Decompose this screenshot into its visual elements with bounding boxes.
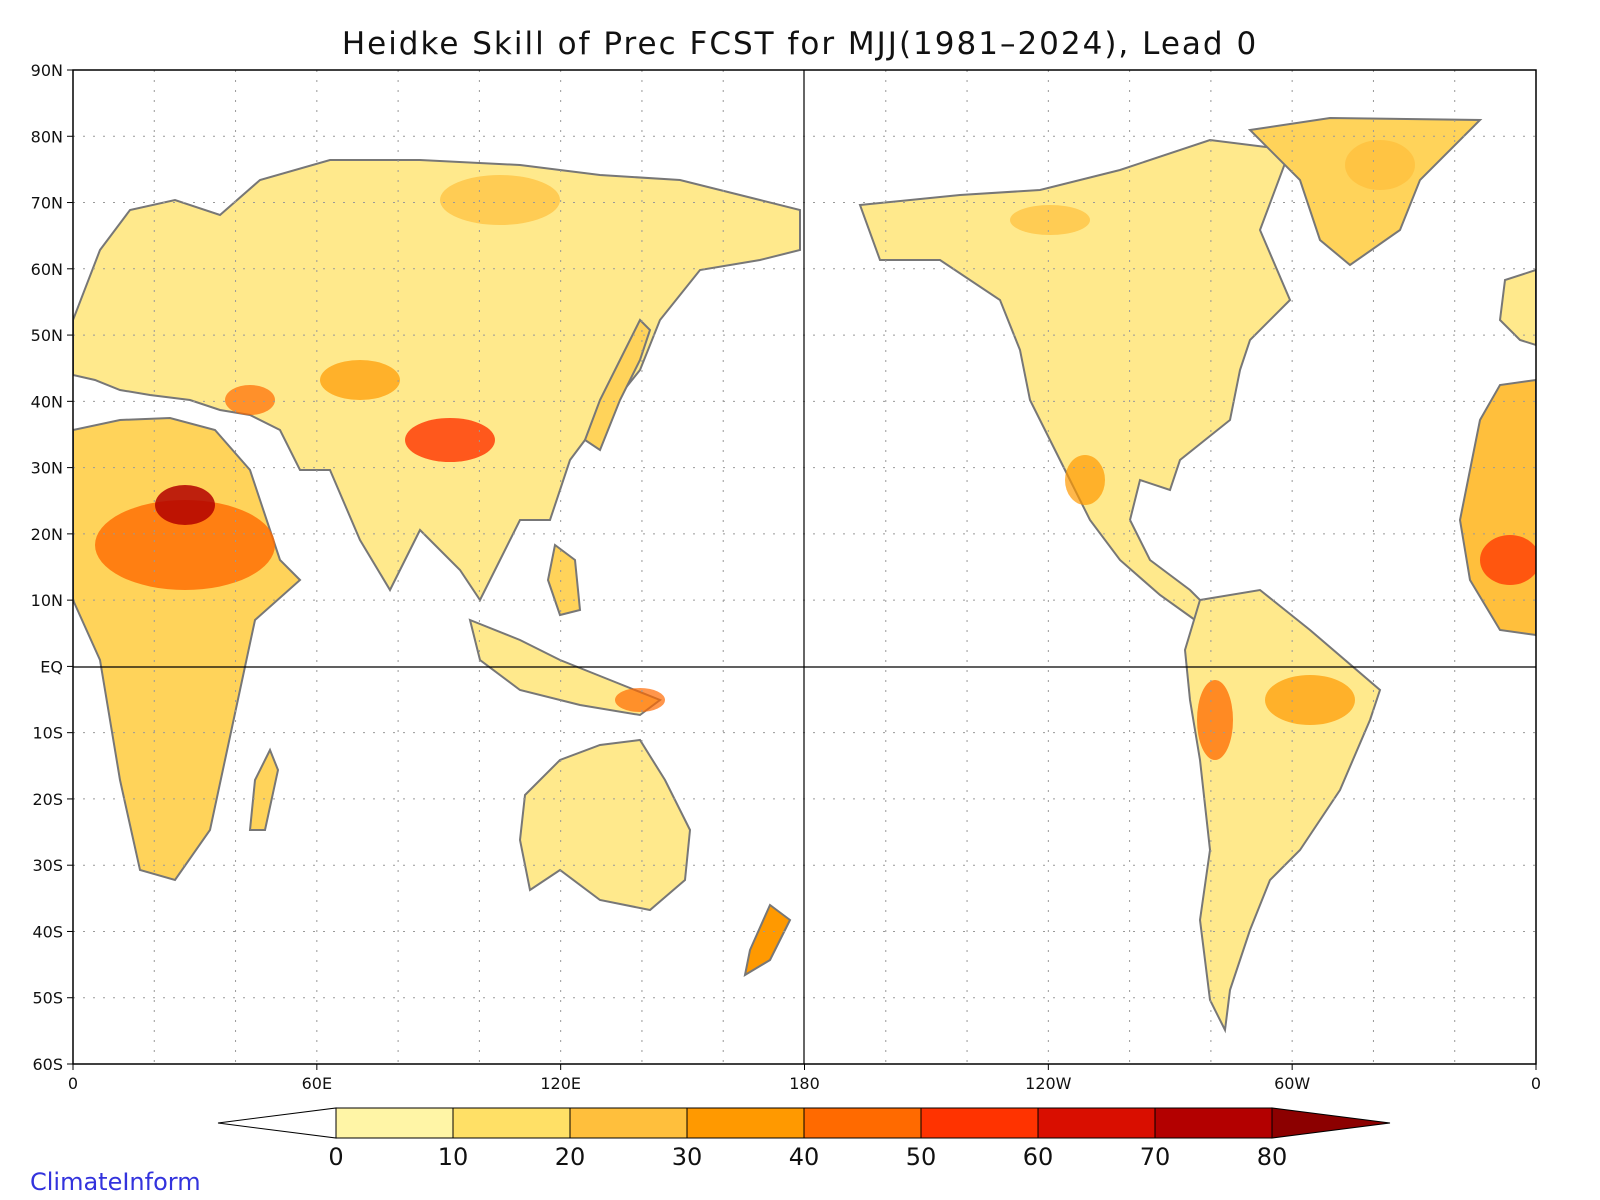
lat-tick-label: 60S xyxy=(32,1055,63,1074)
hotspot-andes xyxy=(1197,680,1233,760)
lat-tick-label: 40S xyxy=(32,922,63,941)
colorbar-label: 40 xyxy=(789,1143,820,1171)
hotspot-greenland xyxy=(1345,140,1415,190)
lat-tick-label: 50S xyxy=(32,989,63,1008)
colorbar-segment xyxy=(920,1107,1039,1139)
landmass-eurasia xyxy=(73,159,801,602)
lat-tick-label: 30S xyxy=(32,856,63,875)
landmass-australia xyxy=(518,738,692,912)
longitude-labels: 0 60E 120E 180 120W 60W 0 xyxy=(68,1064,1541,1093)
hotspot-central-asia xyxy=(320,360,400,400)
lat-tick-label: 70N xyxy=(31,194,63,213)
lat-tick-label: 80N xyxy=(31,127,63,146)
hotspot-canada xyxy=(1010,205,1090,235)
colorbar: 0 10 20 30 40 50 60 70 80 xyxy=(217,1107,1391,1171)
hotspot-amazon xyxy=(1265,675,1355,725)
colorbar-segment xyxy=(452,1107,571,1139)
landmass-uk-east-edge xyxy=(1498,268,1536,347)
lat-tick-label: 90N xyxy=(31,61,63,80)
colorbar-segment xyxy=(803,1107,922,1139)
latitude-labels: 90N 80N 70N 60N 50N 40N 30N 20N 10N EQ 10S 20S 30S 40… xyxy=(31,61,73,1074)
colorbar-label: 10 xyxy=(438,1143,469,1171)
lat-tick-label: 10S xyxy=(32,724,63,743)
colorbar-label: 20 xyxy=(555,1143,586,1171)
colorbar-segment xyxy=(335,1107,454,1139)
colorbar-segment xyxy=(1037,1107,1156,1139)
landmass-madagascar xyxy=(248,747,280,831)
colorbar-label: 60 xyxy=(1023,1143,1054,1171)
lat-tick-label: 30N xyxy=(31,459,63,478)
hotspot-sudan xyxy=(155,485,215,525)
colorbar-upper-extension xyxy=(1271,1107,1391,1139)
colorbar-label: 30 xyxy=(672,1143,703,1171)
lon-tick-label: 60W xyxy=(1274,1074,1310,1093)
lat-tick-label: 50N xyxy=(31,326,63,345)
lat-tick-label: 10N xyxy=(31,591,63,610)
colorbar-label: 70 xyxy=(1140,1143,1171,1171)
colorbar-label: 80 xyxy=(1257,1143,1288,1171)
lon-tick-label: 120W xyxy=(1025,1074,1072,1093)
hotspot-west-africa xyxy=(1480,535,1536,585)
landmass-new-zealand xyxy=(743,903,792,978)
colorbar-label: 50 xyxy=(906,1143,937,1171)
colorbar-label: 0 xyxy=(328,1143,343,1171)
lat-tick-label: 20S xyxy=(32,790,63,809)
hotspot-siberia xyxy=(440,175,560,225)
colorbar-segment xyxy=(686,1107,805,1139)
hotspot-mexico xyxy=(1065,455,1105,505)
landmass-japan xyxy=(583,318,652,452)
lat-tick-label: 60N xyxy=(31,260,63,279)
lat-tick-label: 40N xyxy=(31,392,63,411)
landmass-philippines xyxy=(546,543,582,617)
colorbar-segment xyxy=(569,1107,688,1139)
lon-tick-label: 120E xyxy=(540,1074,581,1093)
hotspot-turkey xyxy=(225,385,275,415)
lon-tick-label: 60E xyxy=(302,1074,332,1093)
credit-label: ClimateInform xyxy=(30,1168,201,1196)
hotspot-tibet xyxy=(405,418,495,462)
lon-tick-label: 0 xyxy=(68,1074,78,1093)
lat-tick-label: EQ xyxy=(40,657,63,676)
colorbar-segment xyxy=(1154,1107,1273,1139)
plot-area xyxy=(73,70,1536,1064)
landmass-greenland xyxy=(1247,116,1483,267)
map-title: Heidke Skill of Prec FCST for MJJ(1981–2… xyxy=(341,26,1259,62)
lat-tick-label: 20N xyxy=(31,525,63,544)
lon-tick-label: 0 xyxy=(1531,1074,1541,1093)
colorbar-lower-extension xyxy=(217,1107,337,1139)
hotspot-indonesia xyxy=(615,688,665,712)
lon-tick-label: 180 xyxy=(789,1074,820,1093)
hotspot-sahel xyxy=(95,500,275,590)
